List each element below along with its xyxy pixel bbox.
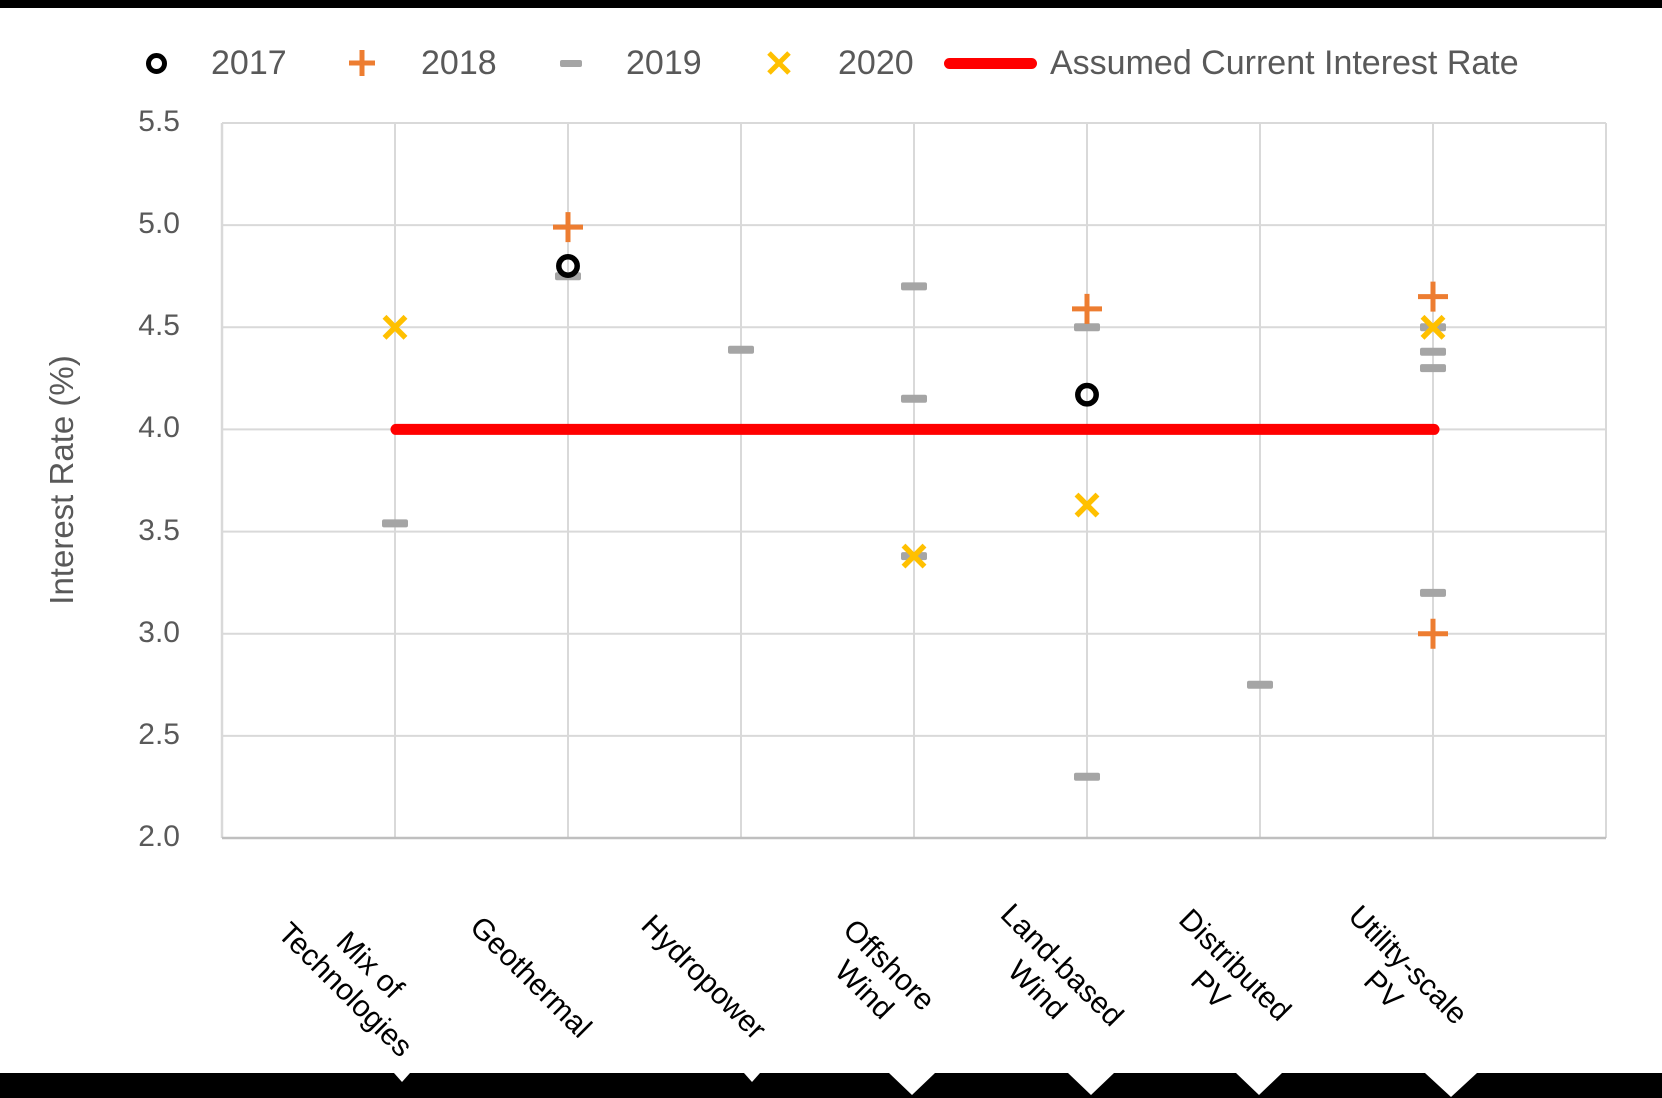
legend-item-2020: 2020 (764, 38, 914, 88)
data-point-2020 (1074, 492, 1100, 518)
legend-item-2019: 2019 (560, 38, 702, 88)
top-black-bar (0, 0, 1662, 8)
label-notch (744, 1073, 760, 1082)
data-point-2019 (901, 282, 927, 291)
data-point-2019 (1420, 364, 1446, 373)
y-tick-label: 2.5 (138, 717, 180, 751)
dash-marker-icon (560, 59, 582, 67)
data-point-2017 (556, 254, 580, 278)
data-point-2018 (1418, 281, 1448, 312)
bottom-bar-notches (394, 1073, 1477, 1097)
label-notch (394, 1073, 410, 1082)
legend-item-2018: 2018 (347, 38, 497, 88)
data-point-2019 (1420, 588, 1446, 597)
legend-item-2017: 2017 (146, 38, 287, 88)
y-tick-label: 3.0 (138, 615, 180, 649)
label-notch (1425, 1073, 1477, 1097)
data-point-2017 (1075, 382, 1099, 407)
bottom-black-bar (0, 1073, 1662, 1098)
data-point-2018 (1072, 293, 1102, 324)
circle-marker-icon (146, 52, 167, 74)
y-axis-title: Interest Rate (%) (43, 355, 80, 605)
label-notch (889, 1073, 935, 1095)
legend-label-2019: 2019 (626, 43, 702, 82)
y-tick-label: 4.0 (138, 411, 180, 445)
data-point-2020 (901, 543, 927, 569)
y-tick-label: 5.0 (138, 207, 180, 241)
red-line-icon (944, 57, 1037, 69)
data-point-2018 (1418, 618, 1448, 649)
legend-label-2020: 2020 (838, 43, 914, 82)
data-point-2019 (1074, 323, 1100, 332)
data-point-2019 (1074, 772, 1100, 781)
legend-item-reference-line: Assumed Current Interest Rate (944, 38, 1519, 88)
x-marker-icon (767, 51, 791, 75)
data-point-2020 (382, 314, 408, 340)
label-notch (1068, 1073, 1114, 1095)
y-tick-label: 5.5 (138, 105, 180, 138)
legend-label-reference-line: Assumed Current Interest Rate (1050, 43, 1519, 82)
plus-marker-icon (349, 50, 375, 76)
y-tick-label: 2.0 (138, 820, 180, 853)
data-point-2018 (553, 212, 583, 243)
data-point-2020 (1420, 314, 1446, 340)
data-point-2019 (901, 394, 927, 403)
y-tick-label: 4.5 (138, 309, 180, 343)
data-point-2019 (728, 345, 754, 354)
data-point-2019 (382, 519, 408, 528)
data-point-2019 (1420, 347, 1446, 356)
legend-label-2017: 2017 (211, 43, 287, 82)
legend-label-2018: 2018 (421, 43, 497, 82)
data-point-2019 (1247, 680, 1273, 689)
label-notch (1236, 1073, 1282, 1095)
y-tick-label: 3.5 (138, 513, 180, 547)
